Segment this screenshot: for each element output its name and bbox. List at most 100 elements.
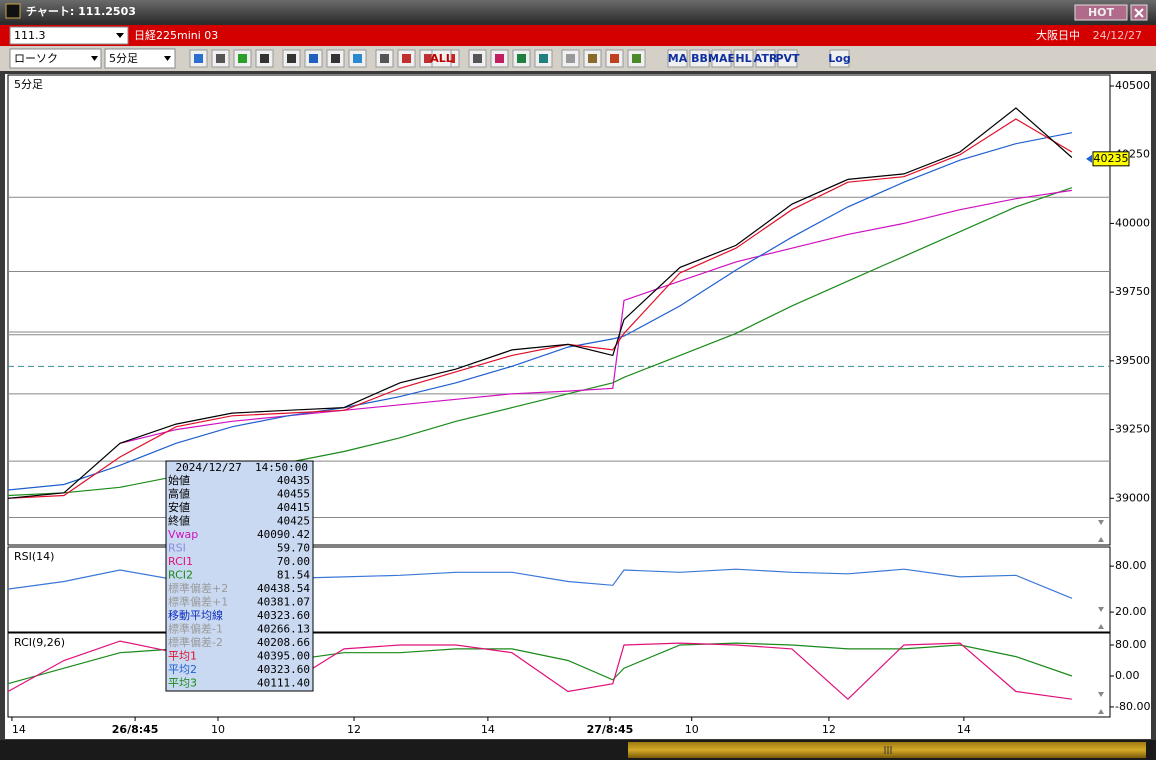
panel-label: 5分足 (14, 78, 43, 91)
y-tick-label: 39000 (1115, 491, 1150, 504)
close-icon (1134, 8, 1144, 18)
info-datetime: 2024/12/27 14:50:00 (176, 461, 308, 474)
window-title: チャート: 111.2503 (26, 5, 136, 18)
icon-label: BB (691, 52, 708, 65)
plots: 5分足3900039250395003975040000402504050040… (7, 74, 1150, 736)
icon-glyph (495, 54, 504, 63)
y-tick-label: 39750 (1115, 285, 1150, 298)
info-value: 40415 (277, 501, 310, 514)
panel-frame (7, 546, 1111, 633)
panel-label: RSI(14) (14, 550, 54, 563)
scroll-thumb[interactable] (628, 742, 1146, 758)
info-value: 40395.00 (257, 650, 310, 663)
info-label: 終値 (168, 514, 190, 528)
scale-marker (1098, 520, 1104, 542)
market-name: 大阪日中 (1036, 28, 1080, 42)
info-value: 40323.60 (257, 663, 310, 676)
info-label: 始値 (168, 473, 190, 487)
info-value: 40090.42 (257, 528, 310, 541)
toolbar-icon[interactable] (733, 49, 754, 68)
toolbar-icon[interactable] (777, 49, 798, 68)
info-label: 安値 (168, 500, 190, 514)
icon-label: ALL (430, 52, 453, 65)
icon-label: PVT (775, 52, 800, 65)
toolbar-icon[interactable] (431, 49, 452, 68)
info-value: 70.00 (277, 555, 310, 568)
info-label: 標準偏差-1 (168, 622, 223, 636)
price-label: 40235 (1094, 152, 1129, 165)
chart-type: ローソク (14, 52, 58, 65)
info-label: RSI (168, 542, 186, 555)
icon-label: ATR (754, 52, 778, 65)
toolbar-icon[interactable] (829, 49, 850, 68)
y-tick-label: 80.00 (1115, 638, 1147, 651)
icon-glyph (402, 54, 411, 63)
icon-glyph (260, 54, 269, 63)
x-tick-label: 10 (211, 723, 225, 736)
y-tick-label: 40000 (1115, 216, 1150, 229)
info-value: 40381.07 (257, 596, 310, 609)
x-tick-label: 12 (347, 723, 361, 736)
info-label: 標準偏差+1 (168, 595, 228, 609)
y-tick-label: 80.00 (1115, 559, 1147, 572)
icon-glyph (473, 54, 482, 63)
y-tick-label: 40500 (1115, 79, 1150, 92)
y-tick-label: -80.00 (1115, 700, 1150, 713)
series-line (7, 132, 1073, 491)
y-tick-label: 0.00 (1115, 669, 1140, 682)
info-value: 59.70 (277, 542, 310, 555)
icon-glyph (380, 54, 389, 63)
info-label: 平均2 (168, 663, 197, 676)
price-box (1092, 151, 1130, 167)
panel-frame (7, 632, 1111, 718)
symbol-select[interactable] (9, 26, 129, 45)
hot-button[interactable] (1074, 4, 1128, 21)
app-icon (5, 3, 21, 19)
info-value: 40266.13 (257, 623, 310, 636)
toolbar-icon[interactable] (755, 49, 776, 68)
icon-label: MAE (708, 52, 735, 65)
x-tick-label: 14 (12, 723, 26, 736)
icon-glyph (588, 54, 597, 63)
info-label: 平均3 (168, 677, 197, 690)
info-value: 40455 (277, 488, 310, 501)
icon-glyph (353, 54, 362, 63)
icon-glyph (539, 54, 548, 63)
icon-glyph (238, 54, 247, 63)
info-value: 40435 (277, 474, 310, 487)
title-bar (0, 0, 1156, 22)
x-tick-label: 14 (481, 723, 495, 736)
toolbar-icon[interactable] (667, 49, 688, 68)
toolbar-icon[interactable] (711, 49, 732, 68)
info-value: 40438.54 (257, 582, 310, 595)
symbol-name: 日経225mini 03 (134, 29, 218, 42)
icon-glyph (331, 54, 340, 63)
dropdown-arrow (116, 33, 124, 38)
info-bg (165, 460, 314, 692)
icon-glyph (194, 54, 203, 63)
icon-label: HL (735, 52, 751, 65)
info-label: 標準偏差-2 (168, 635, 223, 649)
info-label: 移動平均線 (168, 608, 223, 622)
date: 24/12/27 (1093, 29, 1142, 42)
icon-glyph (309, 54, 318, 63)
interval-select[interactable] (104, 48, 176, 69)
info-label: 平均1 (168, 650, 197, 663)
toolbar-icon[interactable] (689, 49, 710, 68)
icon-label: MA (668, 52, 688, 65)
series-line (7, 107, 1073, 499)
info-label: 高値 (168, 487, 190, 501)
chart-type-select[interactable] (9, 48, 102, 69)
info-value: 81.54 (277, 569, 310, 582)
icon-glyph (632, 54, 641, 63)
y-tick-label: 39250 (1115, 423, 1150, 436)
scale-marker (1098, 692, 1104, 714)
dropdown-arrow (91, 56, 98, 61)
info-value: 40425 (277, 515, 310, 528)
icon-glyph (517, 54, 526, 63)
x-tick-label: 27/8:45 (587, 723, 634, 736)
panel-label: RCI(9,26) (14, 636, 65, 649)
y-tick-label: 39500 (1115, 354, 1150, 367)
icon-glyph (610, 54, 619, 63)
